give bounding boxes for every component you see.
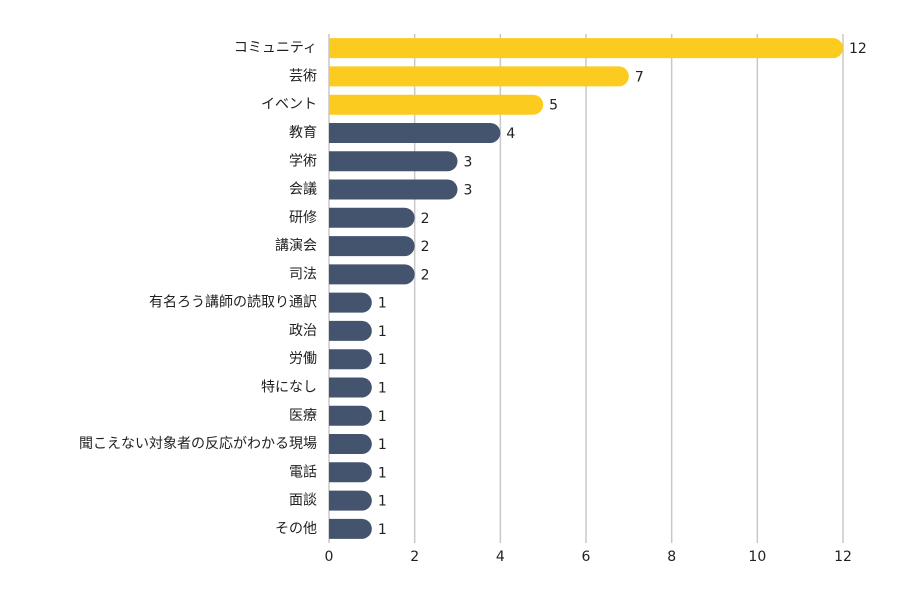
value-label: 1: [378, 465, 387, 481]
y-tick-label: 芸術: [289, 68, 317, 84]
x-tick-label: 4: [496, 549, 505, 565]
bar: [329, 377, 372, 398]
value-label: 7: [635, 69, 644, 85]
value-label: 4: [506, 126, 515, 142]
value-label: 1: [378, 324, 387, 340]
value-label: 12: [849, 41, 867, 57]
value-label: 1: [378, 352, 387, 368]
bar: [329, 405, 372, 426]
y-tick-label: 有名ろう講師の読取り通訳: [149, 294, 317, 311]
y-tick-label: 面談: [289, 493, 317, 509]
bar: [329, 207, 415, 228]
value-label: 1: [378, 296, 387, 312]
bar: [329, 94, 544, 115]
y-tick-label: 学術: [289, 153, 317, 169]
value-label: 2: [421, 211, 430, 227]
bar: [329, 292, 372, 313]
bar: [329, 179, 458, 200]
y-tick-label: 労働: [289, 351, 317, 367]
bar: [329, 349, 372, 370]
value-label: 1: [378, 380, 387, 396]
value-label: 1: [378, 494, 387, 510]
y-tick-label: 講演会: [275, 238, 317, 254]
y-tick-label: 会議: [289, 181, 317, 198]
y-tick-label: 聞こえない対象者の反応がわかる現場: [79, 436, 317, 452]
y-tick-label: 電話: [289, 463, 317, 480]
bar: [329, 320, 372, 341]
bar: [329, 462, 372, 483]
y-tick-label: イベント: [261, 97, 317, 113]
value-label: 3: [464, 183, 473, 199]
bar: [329, 434, 372, 455]
y-tick-label: 教育: [289, 125, 317, 141]
x-tick-label: 2: [410, 549, 419, 565]
bar: [329, 518, 372, 539]
value-label: 5: [549, 98, 558, 114]
bar: [329, 122, 501, 143]
y-tick-label: 医療: [289, 407, 317, 424]
y-tick-label: 司法: [289, 266, 317, 282]
value-label: 1: [378, 437, 387, 453]
y-tick-label: 政治: [289, 323, 317, 339]
value-label: 1: [378, 409, 387, 425]
bar: [329, 66, 629, 87]
value-label: 1: [378, 522, 387, 538]
x-tick-label: 0: [325, 549, 334, 565]
bar: [329, 490, 372, 511]
x-tick-label: 6: [582, 549, 591, 565]
bar: [329, 38, 843, 59]
bar: [329, 236, 415, 257]
value-label: 2: [421, 239, 430, 255]
value-label: 3: [464, 154, 473, 170]
x-tick-label: 10: [748, 549, 766, 565]
value-label: 2: [421, 267, 430, 283]
bar: [329, 264, 415, 285]
x-tick-label: 8: [667, 549, 676, 565]
y-tick-label: その他: [275, 521, 317, 537]
y-tick-label: 研修: [289, 210, 317, 226]
y-tick-label: コミュニティ: [234, 40, 317, 56]
bar: [329, 151, 458, 172]
x-tick-label: 12: [834, 549, 852, 565]
y-tick-label: 特になし: [261, 379, 317, 395]
